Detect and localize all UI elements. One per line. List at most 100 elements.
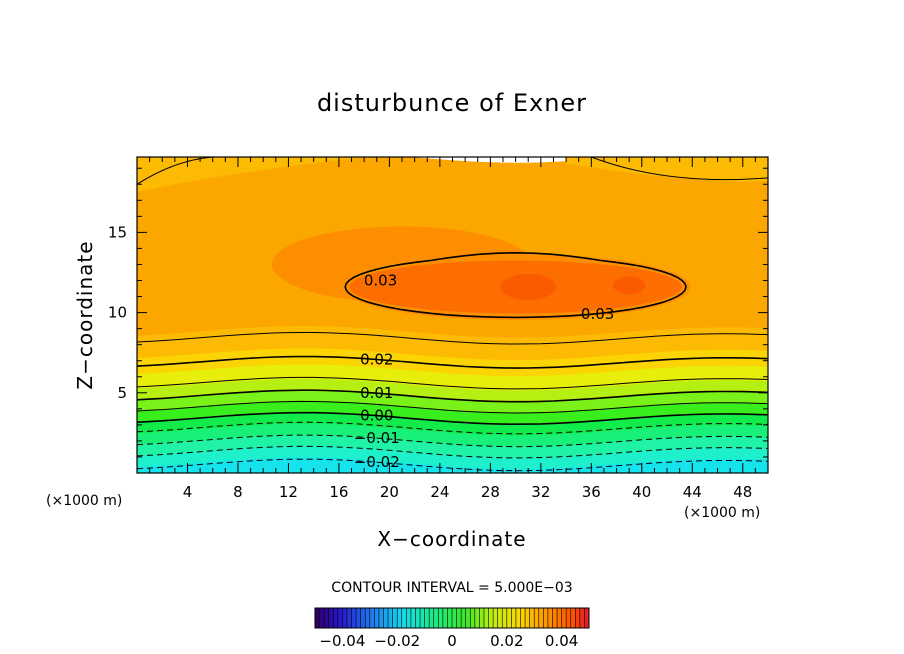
colorbar-cell [570,608,576,628]
y-axis-title: Z−coordinate [73,240,97,389]
colorbar-cell [351,608,357,628]
y-axis-unit: (×1000 m) [46,493,122,509]
contour-line [137,157,213,185]
colorbar-cell [356,608,361,628]
colorbar-frame [314,607,590,629]
contour-line [137,445,768,459]
colorbar-tick-label: −0.02 [374,632,420,650]
colorbar-cell [547,608,553,628]
contour-band [137,457,768,473]
colorbar-cell [515,608,521,628]
colorbar-cell [579,608,585,628]
contour-label: 0.02 [360,351,393,369]
y-tick-label: 5 [117,384,127,402]
contour-line [137,400,768,414]
colorbar-cell [365,608,371,628]
plot-area [137,157,768,473]
colorbar-cell [461,608,466,628]
colorbar-cell [520,608,526,628]
x-tick-label: 40 [632,483,651,501]
top-band [137,157,365,193]
colorbar-cell [575,608,581,628]
colorbar-cell [383,608,389,628]
x-tick-label: 44 [683,483,702,501]
colorbar-cell [534,608,540,628]
contour-lines [137,157,768,472]
colorbar-tick-label: −0.04 [319,632,365,650]
colorbar-cell [438,608,444,628]
colorbar-cell [465,608,471,628]
x-tick-label: 24 [430,483,449,501]
colorbar-cell [442,608,448,628]
colorbar-cell [493,608,498,628]
colorbar-cell [433,608,439,628]
x-tick-label: 4 [183,483,193,501]
x-tick-label: 12 [279,483,298,501]
colorbar-cell [397,608,403,628]
contour-line [591,157,768,181]
max-contour-label: 0.03 [364,272,397,290]
x-axis: 4 8 12 16 20 24 28 32 36 40 44 48 [149,157,756,501]
colorbar-cell [452,608,457,628]
contour-line [137,355,768,369]
colorbar-cell [378,608,384,628]
x-tick-label: 16 [329,483,348,501]
colorbar-cell [346,608,352,628]
x-tick-label: 36 [582,483,601,501]
x-axis-title: X−coordinate [377,527,526,551]
colorbar-tick-label: 0.04 [545,632,578,650]
colorbar-cell [584,608,590,628]
x-tick-label: 48 [733,483,752,501]
colorbar-cell [511,608,517,628]
colorbar-cell [529,608,535,628]
colorbar-cell [374,608,380,628]
colorbar-tick-label: 0 [447,632,457,650]
contour-line [137,376,768,390]
colorbar-cell [525,608,530,628]
contour-label: −0.02 [354,453,400,471]
colorbar-cell [319,608,325,628]
contour-line [137,421,768,435]
colorbar-cell [429,608,435,628]
contour-line [137,458,768,472]
colorbar: −0.04 −0.02 0 0.02 0.04 [314,607,590,650]
colorbar-cell [324,608,329,628]
colorbar-cell [392,608,398,628]
x-tick-label: 28 [481,483,500,501]
top-band [566,157,768,182]
max-contour-label: 0.03 [581,305,614,323]
colorbar-cell [401,608,407,628]
contour-label: 0.00 [360,407,393,425]
max-core [613,276,646,295]
y-tick-label: 10 [108,304,127,322]
colorbar-cell [315,608,320,628]
colorbar-cell [456,608,462,628]
x-tick-label: 20 [380,483,399,501]
colorbar-cell [406,608,412,628]
contour-line [137,411,768,426]
colorbar-cell [497,608,503,628]
colorbar-cell [360,608,366,628]
x-axis-unit: (×1000 m) [684,505,760,521]
contour-labels: −0.02 −0.01 0.00 0.01 0.02 0.03 0.03 [354,272,615,472]
colorbar-cell [342,608,348,628]
colorbar-cell [328,608,334,628]
contour-interval-text: CONTOUR INTERVAL = 5.000E−03 [331,580,572,596]
colorbar-cell [415,608,421,628]
colorbar-tick-label: 0.02 [490,632,523,650]
colorbar-cell [483,608,489,628]
colorbar-cell [470,608,476,628]
colorbar-cell [333,608,339,628]
colorbar-cell [410,608,416,628]
colorbar-cell [566,608,572,628]
colorbar-cell [420,608,425,628]
colorbar-cell [552,608,558,628]
contour-line [137,332,768,345]
colorbar-cell [388,608,393,628]
x-tick-label: 32 [531,483,550,501]
chart-title: disturbunce of Exner [317,89,587,117]
colorbar-cell [502,608,508,628]
colorbar-cell [488,608,494,628]
max-contour [344,251,687,319]
